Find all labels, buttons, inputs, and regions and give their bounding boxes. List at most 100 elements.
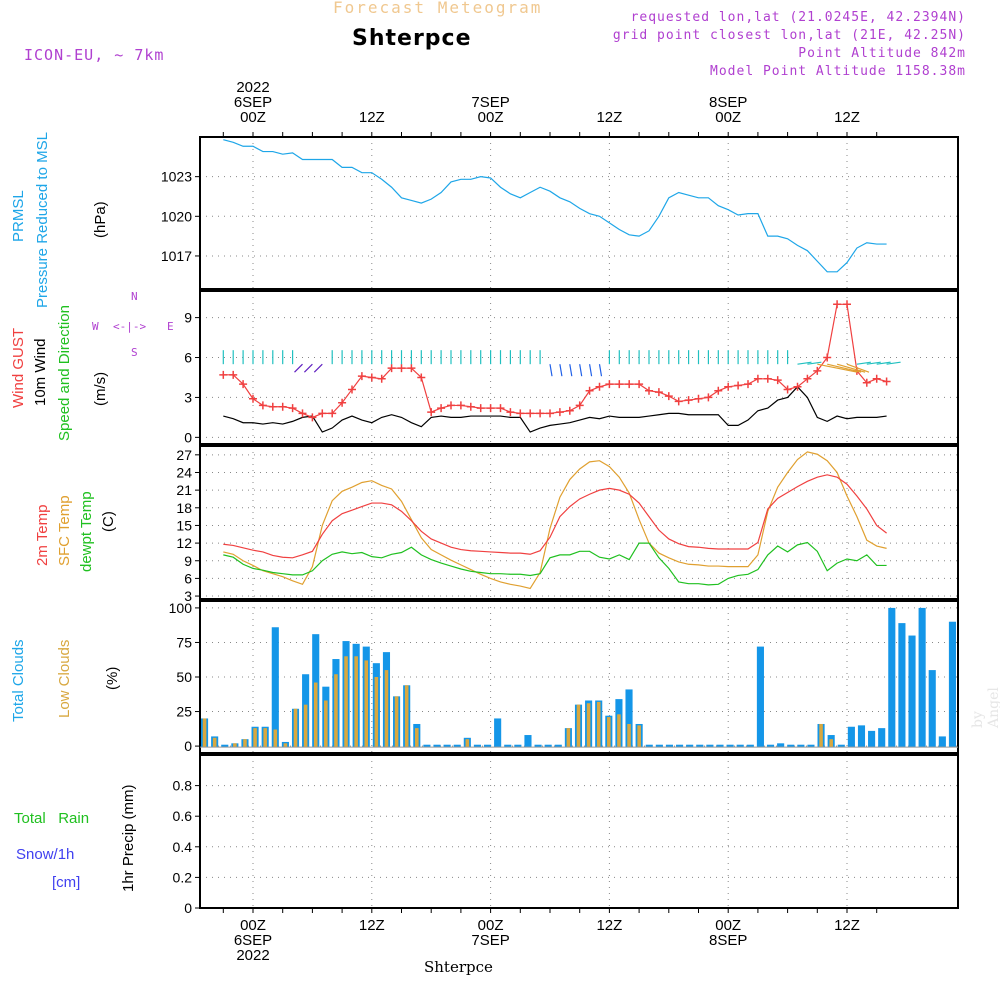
top-time-label-line1: 2022 bbox=[236, 79, 270, 96]
low-cloud-bar bbox=[354, 656, 358, 748]
gust-marker bbox=[803, 374, 812, 383]
bottom-time-label: 00Z 6SEP 2022 bbox=[223, 918, 283, 963]
total-cloud-bar bbox=[504, 744, 512, 748]
low-cloud-bar bbox=[253, 728, 257, 748]
low-cloud-bar bbox=[293, 708, 298, 748]
total-cloud-bar bbox=[847, 726, 855, 748]
wind-direction-arrow bbox=[866, 361, 881, 365]
wind-direction-arrow bbox=[589, 364, 593, 377]
total-cloud-bar bbox=[898, 623, 906, 748]
pressure-panel bbox=[195, 136, 959, 290]
top-time-label-line3: 12Z bbox=[358, 109, 385, 126]
temp-y-tick-label: 21 bbox=[176, 482, 192, 498]
pressure-y-tick-label: 1023 bbox=[161, 169, 192, 185]
snow-unit-label: [cm] bbox=[52, 874, 81, 891]
wind-panel bbox=[195, 290, 959, 445]
wind-direction-arrow bbox=[886, 361, 901, 365]
gust-marker bbox=[258, 401, 267, 410]
low-cloud-bar bbox=[344, 656, 348, 748]
wind-direction-arrow bbox=[559, 364, 563, 377]
wind-speed-line bbox=[223, 385, 887, 433]
gust-marker bbox=[714, 386, 723, 395]
total-cloud-bar bbox=[645, 744, 653, 748]
wind-direction-arrow bbox=[579, 364, 583, 377]
wind-direction-arrow bbox=[303, 363, 313, 373]
wind-y-tick-label: 3 bbox=[184, 389, 192, 405]
total-cloud-bar bbox=[473, 744, 481, 748]
total-cloud-bar bbox=[483, 744, 492, 748]
gust-marker bbox=[506, 408, 515, 417]
top-time-label: 7SEP 00Z bbox=[461, 80, 521, 125]
top-time-label-line3: 00Z bbox=[240, 109, 266, 126]
gust-marker bbox=[447, 401, 455, 410]
gust-marker bbox=[674, 397, 683, 406]
low-cloud-bar bbox=[374, 677, 379, 748]
total-cloud-bar bbox=[514, 744, 522, 748]
total-cloud-bar bbox=[494, 718, 502, 748]
total-cloud-bar bbox=[726, 744, 734, 748]
footer-site: Shterpce bbox=[424, 958, 493, 976]
bottom-time-label: 12Z bbox=[579, 918, 639, 963]
pressure-y-tick-label: 1017 bbox=[161, 248, 192, 264]
bottom-time-label: 12Z bbox=[817, 918, 877, 963]
temp-y-tick-label: 3 bbox=[184, 588, 192, 604]
gust-marker bbox=[229, 370, 238, 379]
sfc-temp-line bbox=[223, 451, 887, 590]
gust-marker bbox=[575, 401, 584, 410]
gust-marker bbox=[357, 372, 366, 381]
compass-arrows: <-|-> bbox=[113, 320, 147, 333]
total-cloud-bar bbox=[928, 670, 936, 748]
total-cloud-bar bbox=[837, 744, 845, 748]
clouds-y-tick-label: 0 bbox=[184, 738, 192, 754]
top-time-label: 2022 6SEP 00Z bbox=[223, 80, 283, 125]
wind-direction-arrow bbox=[817, 363, 858, 373]
top-time-label: 8SEP 00Z bbox=[698, 80, 758, 125]
gust-marker bbox=[654, 388, 663, 397]
gust-marker bbox=[635, 380, 644, 389]
wind-direction-arrow bbox=[294, 363, 303, 373]
precip-panel bbox=[195, 754, 959, 909]
gust-marker bbox=[823, 353, 832, 362]
gust-marker bbox=[724, 382, 733, 391]
top-time-label-line2: 6SEP bbox=[233, 94, 273, 111]
clouds-frame bbox=[199, 600, 959, 754]
total-cloud-bar bbox=[676, 744, 684, 748]
total-cloud-bar bbox=[736, 744, 744, 748]
total-cloud-bar bbox=[938, 736, 946, 748]
low-cloud-bar bbox=[324, 700, 328, 748]
low-cloud-bar bbox=[212, 737, 217, 748]
temp-y-tick-label: 24 bbox=[176, 464, 192, 480]
gust-marker bbox=[625, 380, 634, 389]
top-time-label-line2: 8SEP bbox=[709, 94, 748, 111]
wind-y-tick-label: 6 bbox=[184, 350, 192, 366]
low-cloud-bar bbox=[313, 682, 318, 748]
total-cloud-bar bbox=[766, 744, 775, 748]
total-cloud-bar bbox=[554, 744, 562, 748]
total-cloud-bar bbox=[453, 744, 461, 748]
gust-marker bbox=[694, 394, 703, 403]
gust-marker bbox=[555, 408, 564, 417]
gust-marker bbox=[387, 364, 396, 373]
total-cloud-bar bbox=[908, 635, 916, 748]
gust-marker bbox=[595, 382, 604, 391]
low-cloud-bar bbox=[586, 703, 591, 748]
bottom-time-label-line1: 00Z bbox=[240, 917, 266, 934]
bottom-time-label-line1: 12Z bbox=[358, 917, 385, 934]
bottom-time-label-line1: 00Z bbox=[477, 917, 504, 934]
total-cloud-bar bbox=[625, 689, 633, 748]
temp-y-tick-label: 6 bbox=[184, 570, 192, 586]
bottom-time-label-line1: 12Z bbox=[596, 917, 623, 934]
gust-marker bbox=[783, 385, 792, 394]
total-cloud-bar bbox=[746, 744, 754, 748]
total-cloud-bar bbox=[271, 627, 279, 748]
top-time-label-line3: 00Z bbox=[477, 109, 504, 126]
point-altitude: Point Altitude 842m bbox=[798, 46, 966, 61]
gust-marker bbox=[427, 408, 436, 417]
low-cloud-bar bbox=[829, 739, 833, 748]
total-cloud-bar bbox=[797, 744, 805, 748]
model-altitude: Model Point Altitude 1158.38m bbox=[710, 64, 966, 79]
gust-marker bbox=[536, 409, 545, 418]
low-cloud-bar bbox=[384, 670, 389, 748]
requested-coords: requested lon,lat (21.0245E, 42.2394N) bbox=[630, 10, 966, 25]
bottom-time-label-line2: 6SEP bbox=[233, 932, 273, 949]
